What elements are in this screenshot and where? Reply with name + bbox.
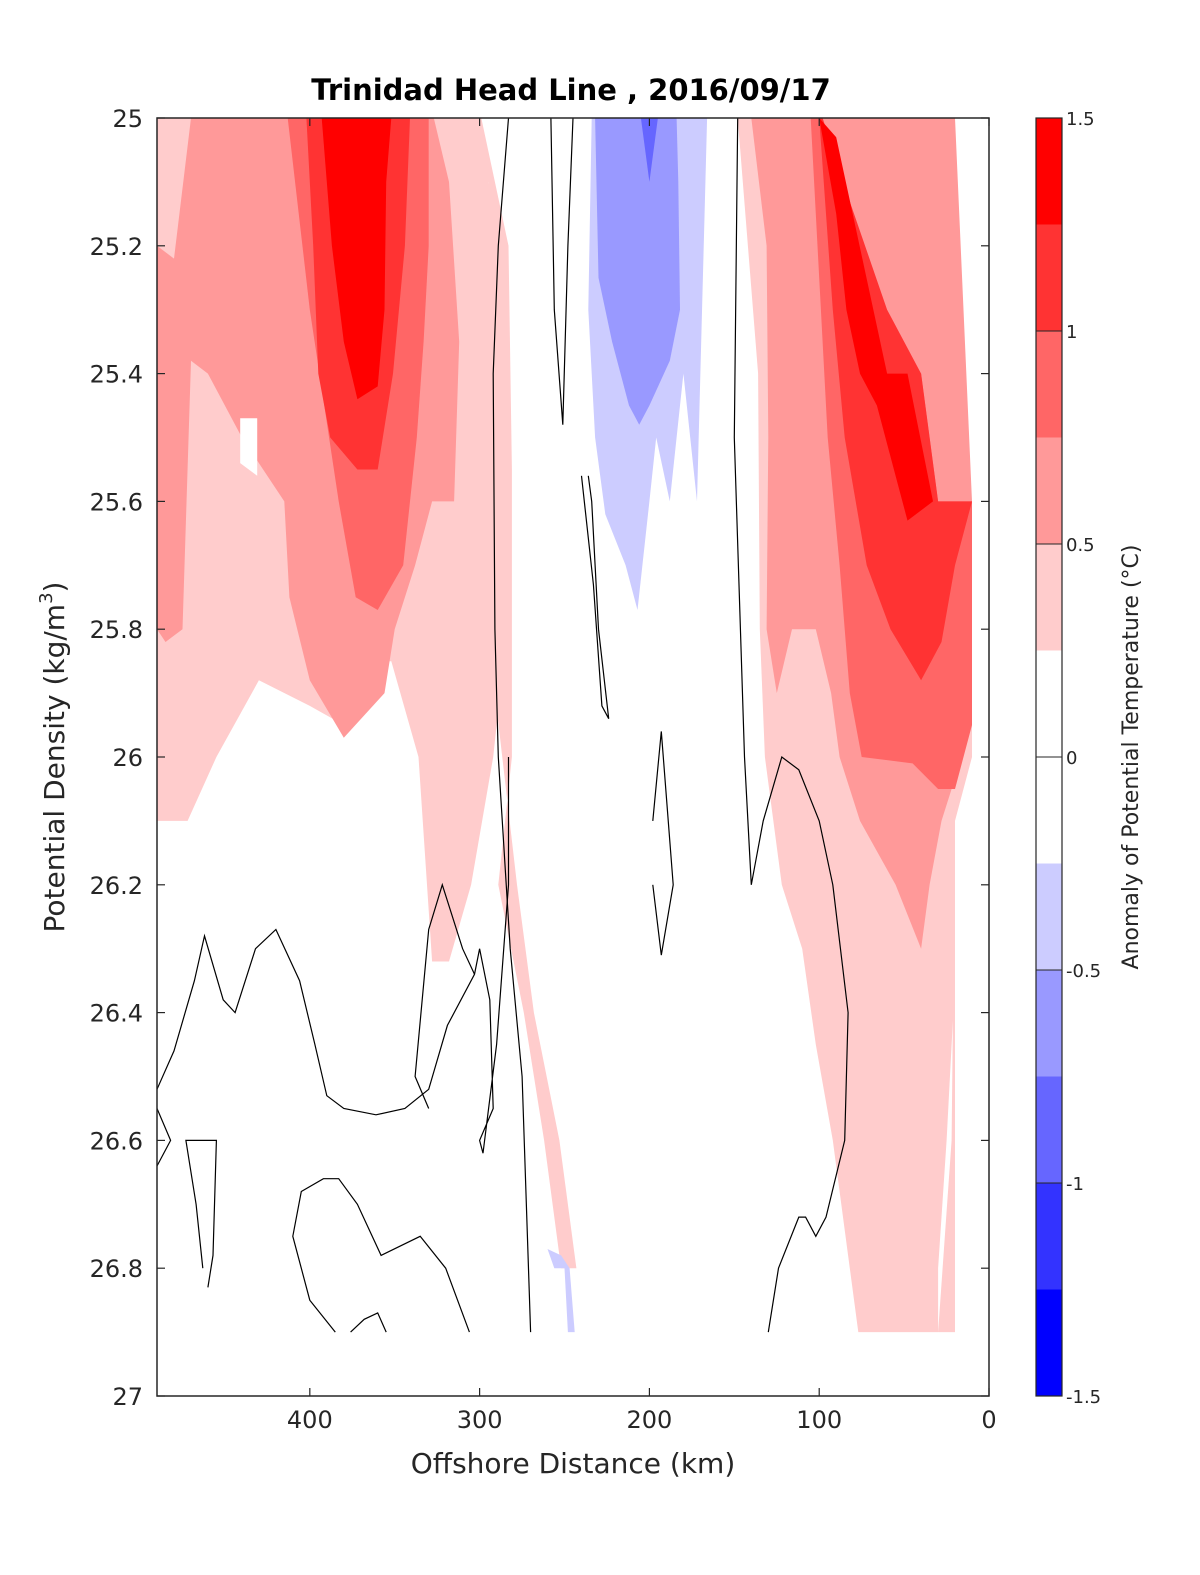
zero-contour-deep-loop bbox=[185, 1139, 218, 1288]
y-tick-label: 25.4 bbox=[90, 361, 143, 389]
x-tick-label: 100 bbox=[796, 1406, 842, 1434]
y-tick-label: 25.6 bbox=[90, 488, 143, 516]
colorbar-tick-label: -1.5 bbox=[1066, 1387, 1101, 1408]
y-tick-label: 25 bbox=[112, 105, 143, 133]
colorbar-tick-label: -0.5 bbox=[1066, 961, 1101, 982]
x-tick-label: 400 bbox=[287, 1406, 333, 1434]
y-tick-label: 25.8 bbox=[90, 616, 143, 644]
zero-contour-offshore-left bbox=[157, 757, 510, 1154]
x-tick-label: 200 bbox=[627, 1406, 673, 1434]
x-axis-label: Offshore Distance (km) bbox=[411, 1447, 736, 1480]
y-tick-label: 26.6 bbox=[90, 1127, 143, 1155]
y-tick-label: 26.2 bbox=[90, 872, 143, 900]
y-axis-label-end: ) bbox=[38, 582, 71, 593]
colorbar-level bbox=[1036, 118, 1062, 225]
colorbar-tick-label: 0 bbox=[1066, 748, 1077, 769]
zero-contour-nearshore bbox=[733, 118, 849, 1333]
colorbar-ticks: 1.5 1 0.5 0 -0.5 -1 -1.5 bbox=[1036, 109, 1101, 1408]
zero-contour-band-right bbox=[550, 118, 574, 425]
y-axis-label-superscript: 3 bbox=[36, 592, 57, 603]
zero-contour-deep-arc bbox=[292, 1178, 470, 1333]
y-axis-ticks: 25 25.2 25.4 25.6 25.8 26 26.2 26.4 26.6 26.8 27 bbox=[90, 105, 989, 1411]
y-axis-label-main: Potential Density (kg/m bbox=[38, 604, 71, 933]
colorbar-tick-label: 1 bbox=[1066, 322, 1077, 343]
colorbar-level bbox=[1036, 970, 1062, 1077]
y-tick-label: 25.2 bbox=[90, 233, 143, 261]
zero-contour-coastal-band bbox=[492, 118, 532, 1333]
colorbar-tick-label: -1 bbox=[1066, 1174, 1084, 1195]
zero-contour-eddy-2 bbox=[652, 731, 674, 956]
colorbar-level bbox=[1036, 1076, 1062, 1183]
x-tick-label: 0 bbox=[981, 1406, 996, 1434]
y-tick-label: 26.4 bbox=[90, 1000, 143, 1028]
colorbar-level bbox=[1036, 650, 1062, 757]
y-axis-label: Potential Density (kg/m3) bbox=[36, 582, 71, 933]
region-cold-core-0.5 bbox=[595, 118, 680, 425]
colorbar-level bbox=[1036, 863, 1062, 970]
region-offshore-white-hole bbox=[240, 418, 258, 476]
colorbar-label: Anomaly of Potential Temperature (°C) bbox=[1119, 545, 1144, 970]
region-offshore-warm-1.25 bbox=[321, 118, 392, 400]
colorbar-tick-label: 1.5 bbox=[1066, 109, 1095, 130]
x-axis-ticks: 400 300 200 100 0 bbox=[287, 118, 997, 1434]
colorbar bbox=[1035, 117, 1063, 1397]
region-cold-core-0.75 bbox=[640, 118, 658, 182]
colorbar-tick-label: 0.5 bbox=[1066, 535, 1095, 556]
y-tick-label: 26.8 bbox=[90, 1255, 143, 1283]
zero-contour-deep-left bbox=[157, 1108, 172, 1167]
colorbar-level bbox=[1036, 757, 1062, 864]
colorbar-level bbox=[1036, 331, 1062, 438]
contour-fill-group bbox=[157, 118, 972, 1333]
y-tick-label: 26 bbox=[112, 744, 143, 772]
zero-contour-deep-small bbox=[350, 1312, 387, 1333]
region-nearshore-warm-1.25 bbox=[819, 118, 933, 521]
zero-contour-offshore-inner bbox=[414, 882, 476, 1109]
colorbar-level bbox=[1036, 1183, 1062, 1290]
colorbar-level bbox=[1036, 437, 1062, 544]
chart-title: Trinidad Head Line , 2016/09/17 bbox=[311, 73, 831, 107]
y-tick-label: 27 bbox=[112, 1383, 143, 1411]
colorbar-level bbox=[1036, 224, 1062, 331]
zero-contour-group bbox=[157, 118, 849, 1333]
region-deep-cold-patch bbox=[547, 1249, 575, 1333]
x-tick-label: 300 bbox=[457, 1406, 503, 1434]
colorbar-level bbox=[1036, 544, 1062, 651]
colorbar-level bbox=[1036, 1289, 1062, 1396]
zero-contour-eddy bbox=[580, 475, 610, 719]
